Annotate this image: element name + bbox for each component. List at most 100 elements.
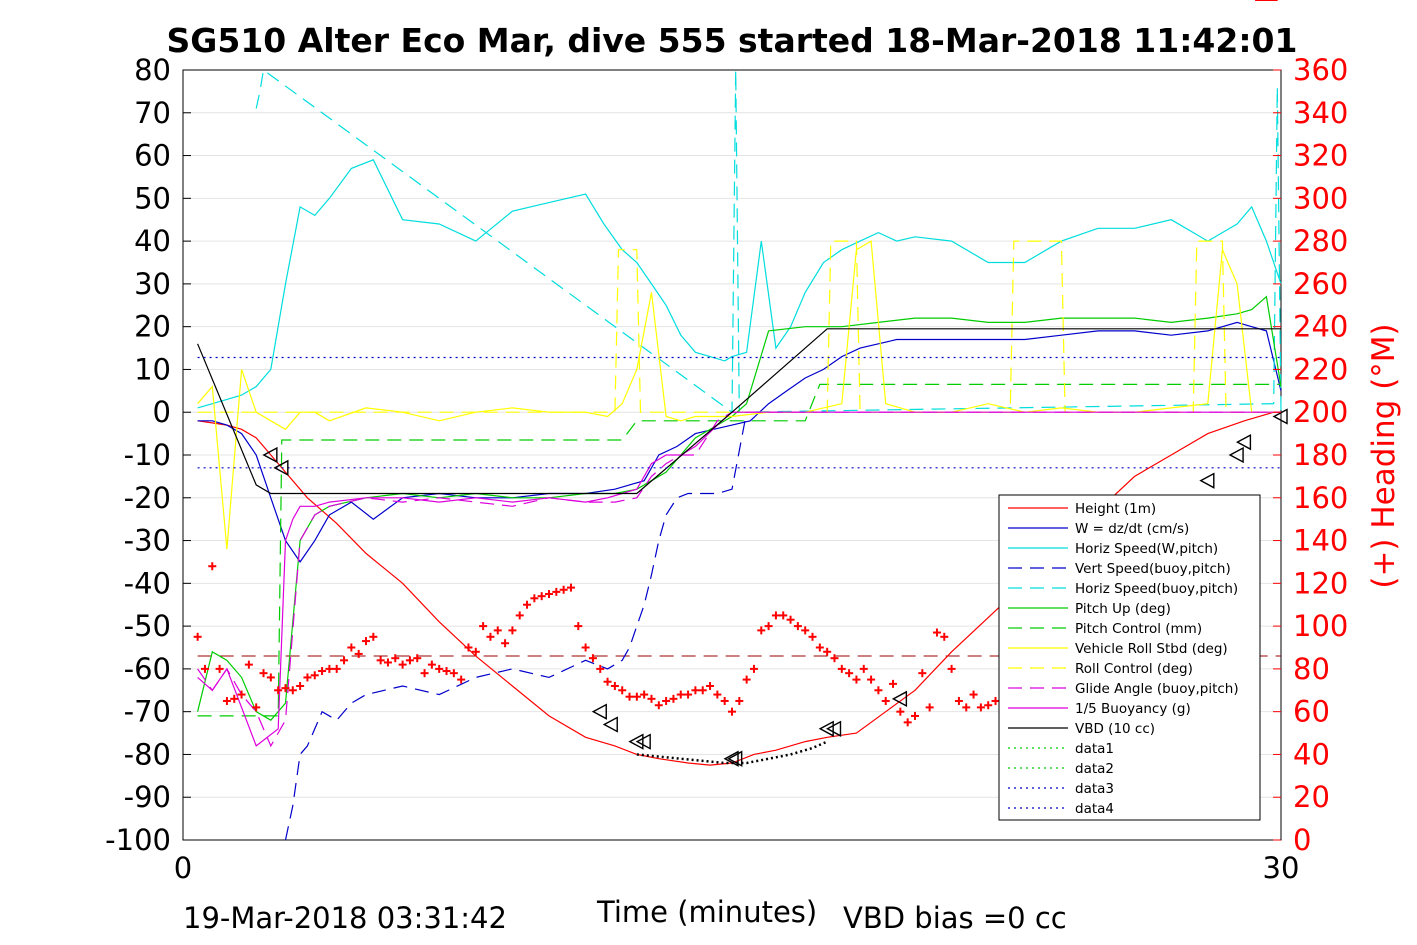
legend-label: Vert Speed(buoy,pitch) — [1075, 561, 1231, 577]
legend-label: Glide Angle (buoy,pitch) — [1075, 681, 1239, 697]
heading-point — [735, 696, 744, 705]
heading-point — [786, 615, 795, 624]
y-tick-label: 70 — [134, 96, 171, 130]
y-tick-label: -30 — [124, 524, 171, 558]
y-tick-label: -90 — [124, 780, 171, 814]
heading-point — [742, 675, 751, 684]
heading-point — [369, 632, 378, 641]
heading-point — [684, 690, 693, 699]
heading-point — [749, 664, 758, 673]
heading-point — [903, 718, 912, 727]
legend-box — [998, 494, 1261, 821]
heading-point — [471, 647, 480, 656]
legend-item: Horiz Speed(W,pitch) — [1008, 541, 1218, 557]
heading-point — [545, 590, 553, 599]
y-tick-label: -40 — [124, 566, 171, 600]
heading-point — [889, 679, 898, 688]
y-tick-label: -100 — [105, 823, 171, 857]
chart-title: SG510 Alter Eco Mar, dive 555 started 18… — [167, 21, 1298, 60]
heading-point — [193, 632, 202, 641]
legend-label: data1 — [1075, 741, 1114, 757]
legend-label: VBD (10 cc) — [1075, 721, 1155, 737]
y-tick-label: -70 — [124, 695, 171, 729]
heading-point — [566, 583, 575, 592]
heading-point — [310, 671, 319, 680]
legend-label: Height (1m) — [1075, 501, 1156, 517]
heading-point — [442, 667, 451, 676]
legend-item: VBD (10 cc) — [1008, 721, 1155, 737]
footer-timestamp: 19-Mar-2018 03:31:42 — [183, 901, 507, 935]
y-tick-label: 60 — [134, 139, 171, 173]
y-tick-label-right: 220 — [1293, 352, 1348, 386]
heading-point — [859, 664, 868, 673]
series-glide-angle-buoy-pitch — [197, 411, 1281, 748]
heading-point — [801, 626, 810, 635]
heading-point — [296, 682, 305, 690]
bottom-trajectory — [636, 740, 828, 765]
heading-point — [823, 647, 832, 656]
triangle-marker — [1199, 472, 1215, 489]
heading-point — [669, 694, 678, 703]
heading-point — [208, 562, 217, 571]
heading-point — [464, 643, 473, 652]
y-tick-label-right: 340 — [1293, 96, 1348, 130]
heading-point — [662, 696, 671, 705]
legend-item: Glide Angle (buoy,pitch) — [1008, 681, 1239, 697]
heading-point — [457, 675, 466, 684]
heading-point — [347, 643, 356, 652]
heading-point — [618, 686, 627, 695]
y-tick-label-right: 120 — [1293, 566, 1348, 600]
heading-point — [266, 673, 275, 682]
y-tick-label: -20 — [124, 481, 171, 515]
heading-point — [252, 703, 261, 712]
heading-point — [537, 592, 546, 601]
heading-point — [581, 643, 590, 652]
heading-point — [274, 686, 283, 695]
heading-point — [449, 669, 458, 678]
legend-label: data4 — [1075, 801, 1114, 817]
heading-point — [222, 696, 231, 705]
legend-item: data4 — [1008, 801, 1114, 817]
y-tick-label-right: 160 — [1293, 481, 1348, 515]
heading-point — [940, 632, 949, 641]
legend-label: Pitch Up (deg) — [1075, 601, 1171, 617]
heading-point — [815, 643, 824, 652]
legend-item: Height (1m) — [1008, 501, 1156, 517]
heading-point — [332, 664, 341, 673]
y-tick-label-right: 280 — [1293, 224, 1348, 258]
heading-point — [771, 611, 780, 620]
heading-point — [962, 703, 971, 712]
y-tick-label-right: 240 — [1293, 310, 1348, 344]
series-pitch-control-mm — [197, 383, 1281, 717]
heading-point — [501, 639, 510, 648]
y-tick-label: 20 — [134, 310, 171, 344]
y-tick-label-right: 180 — [1293, 438, 1348, 472]
heading-point — [281, 684, 290, 693]
legend-item: data3 — [1008, 781, 1114, 797]
triangle-marker — [1272, 408, 1288, 425]
heading-point — [318, 667, 327, 676]
legend: Height (1m) W = dz/dt (cm/s) Horiz Speed(W… — [998, 494, 1261, 821]
triangle-marker — [1235, 433, 1252, 451]
heading-point — [391, 654, 400, 663]
heading-point — [764, 622, 773, 631]
legend-label: Horiz Speed(W,pitch) — [1075, 541, 1218, 557]
triangle-marker — [891, 690, 908, 708]
y-tick-label-right: 260 — [1293, 267, 1348, 301]
y-tick-label-right: 40 — [1293, 737, 1330, 771]
heading-point — [486, 632, 495, 641]
legend-item: data2 — [1008, 761, 1114, 777]
triangle-marker — [273, 459, 289, 477]
triangle-marker — [1228, 446, 1244, 464]
heading-point — [200, 664, 209, 673]
heading-point — [830, 654, 839, 663]
heading-point — [947, 664, 956, 673]
heading-point — [654, 701, 663, 710]
y-tick-label: -50 — [124, 609, 171, 643]
triangle-marker — [262, 446, 278, 464]
y-tick-label-right: 20 — [1293, 780, 1330, 814]
heading-point — [362, 637, 370, 646]
heading-point — [837, 664, 846, 673]
heading-point — [340, 656, 349, 665]
heading-point — [588, 654, 597, 663]
